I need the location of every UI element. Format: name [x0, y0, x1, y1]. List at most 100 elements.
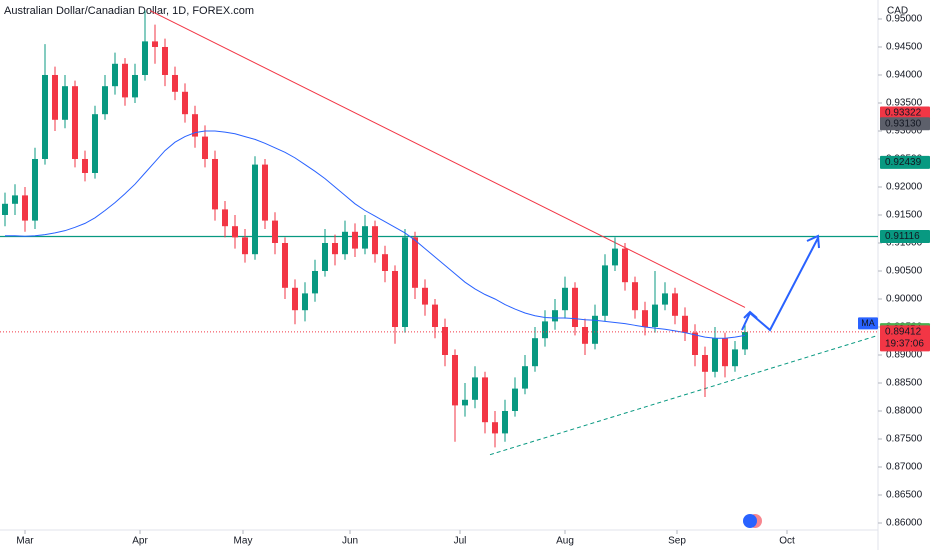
candle-body: [532, 338, 538, 367]
candle-body: [92, 114, 98, 173]
price-label-box: [880, 117, 930, 131]
candle-body: [292, 287, 298, 311]
y-tick-label: 0.93000: [886, 126, 923, 137]
candle-body: [592, 315, 598, 344]
candle-body: [112, 63, 118, 87]
moving-average: [5, 130, 746, 339]
y-tick-label: 0.94500: [886, 42, 923, 53]
candle-body: [722, 338, 728, 367]
candle-body: [642, 310, 648, 327]
candle-body: [342, 231, 348, 255]
logo: [743, 514, 762, 528]
candle-body: [422, 287, 428, 305]
price-label: 0.93130: [885, 118, 922, 129]
candle-body: [462, 399, 468, 406]
candle-body: [632, 282, 638, 311]
x-tick-label: Apr: [132, 536, 148, 547]
candle-body: [142, 41, 148, 75]
candle-body: [572, 287, 578, 327]
candle-body: [582, 326, 588, 344]
candle-body: [482, 377, 488, 423]
y-tick-label: 0.90000: [886, 294, 923, 305]
candle-body: [172, 74, 178, 92]
candle-body: [682, 315, 688, 333]
price-label: 0.91116: [885, 231, 920, 242]
price-label-box: [880, 106, 930, 120]
candle-body: [512, 388, 518, 411]
y-tick-label: 0.86500: [886, 490, 923, 501]
candle-body: [332, 242, 338, 255]
arrow-head: [743, 310, 758, 319]
y-tick-label: 0.88500: [886, 378, 923, 389]
candle-body: [262, 164, 268, 221]
candle-body: [612, 248, 618, 266]
candle-body: [362, 226, 368, 249]
candle-body: [232, 226, 238, 238]
candle-body: [102, 86, 108, 115]
y-tick-label: 0.88000: [886, 406, 923, 417]
currency-label: CAD: [887, 6, 908, 17]
x-tick-label: Jun: [342, 536, 358, 547]
candle-body: [382, 254, 388, 271]
plot: 0.86000 0.86500 0.87000 0.87500 0.88000 0.885…: [0, 10, 923, 547]
candle-body: [252, 164, 258, 255]
candle-body: [162, 46, 168, 75]
y-tick-label: 0.89000: [886, 350, 923, 361]
y-tick-label: 0.91500: [886, 210, 923, 221]
price-label-box: [880, 325, 930, 352]
candle-body: [82, 158, 88, 173]
y-tick-label: 0.87000: [886, 462, 923, 473]
candle-body: [192, 114, 198, 137]
candle-body: [152, 41, 158, 47]
arrow-head: [806, 234, 820, 249]
x-tick-label: Sep: [668, 536, 686, 547]
candle-body: [472, 377, 478, 400]
candle-body: [222, 209, 228, 227]
candle-body: [662, 293, 668, 305]
candle-body: [182, 91, 188, 115]
candle-body: [652, 304, 658, 327]
candle-body: [602, 265, 608, 316]
candle-body: [502, 410, 508, 434]
candle-body: [52, 74, 58, 120]
ma-tag-box: [858, 317, 878, 330]
y-tick-label: 0.92000: [886, 182, 923, 193]
candle-body: [62, 86, 68, 120]
candle-body: [242, 237, 248, 255]
x-tick-label: Aug: [556, 536, 574, 547]
candle-body: [202, 136, 208, 159]
candle-body: [432, 304, 438, 327]
x-tick-label: Oct: [779, 536, 795, 547]
candle-body: [122, 63, 128, 98]
y-tick-label: 0.90500: [886, 266, 923, 277]
candle-body: [12, 195, 18, 204]
y-tick-label: 0.93500: [886, 98, 923, 109]
candle-body: [672, 293, 678, 316]
candle-body: [712, 338, 718, 372]
candle-body: [302, 293, 308, 311]
price-label: 0.89412: [885, 327, 922, 338]
candle-body: [442, 326, 448, 355]
candle-body: [2, 203, 8, 215]
candle-body: [542, 321, 548, 339]
y-tick-label: 0.95000: [886, 14, 923, 25]
price-label-box: [880, 229, 930, 243]
candle-body: [742, 332, 748, 350]
candle-body: [622, 248, 628, 283]
candle-body: [72, 86, 78, 159]
candle-body: [402, 237, 408, 327]
candle-body: [412, 237, 418, 288]
candle-body: [32, 158, 38, 221]
uptrend-line: [489, 334, 879, 456]
ma-tag: MA: [861, 318, 875, 328]
candle-body: [702, 354, 708, 372]
candle-body: [282, 242, 288, 288]
candle-body: [492, 422, 498, 434]
candle-body: [552, 310, 558, 322]
candle-body: [322, 242, 328, 271]
candle-body: [562, 287, 568, 311]
candle-body: [732, 349, 738, 367]
price-label: 0.92439: [885, 157, 922, 168]
y-tick-label: 0.86000: [886, 518, 923, 529]
